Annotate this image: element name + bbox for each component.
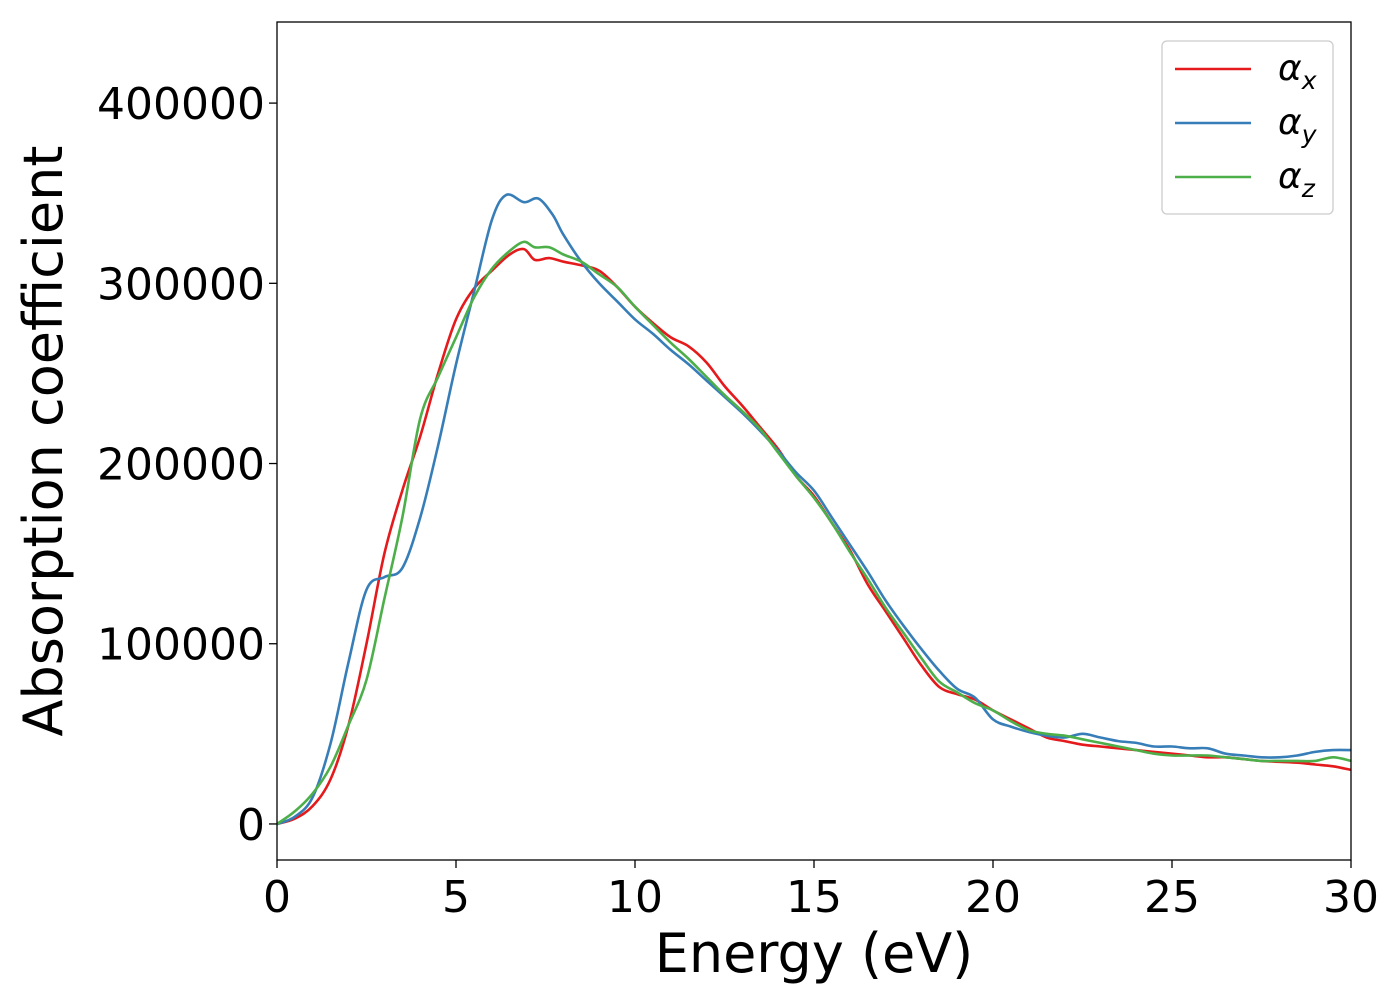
legend-box	[1161, 40, 1334, 215]
legend-label-alpha-x: αx	[1278, 48, 1317, 95]
y-tick-label: 200000	[97, 440, 265, 491]
x-tick-label: 30	[1323, 872, 1379, 923]
series-layer	[277, 193, 1351, 826]
y-axis: 0 100000 200000 300000 400000	[97, 79, 277, 851]
x-tick-label: 25	[1144, 872, 1200, 923]
y-tick-label: 0	[237, 800, 265, 851]
x-axis-title: Energy (eV)	[655, 922, 974, 985]
y-tick-label: 300000	[97, 259, 265, 310]
x-tick-label: 20	[965, 872, 1021, 923]
legend: αx αy αz	[1161, 40, 1334, 215]
y-axis-title: Absorption coefficient	[12, 146, 75, 737]
x-tick-label: 5	[442, 872, 470, 923]
series-line-alpha-y	[277, 193, 1351, 826]
x-tick-label: 10	[607, 872, 663, 923]
series-line-alpha-z	[277, 240, 1351, 826]
x-tick-label: 15	[786, 872, 842, 923]
y-tick-label: 400000	[97, 79, 265, 130]
x-tick-label: 0	[263, 872, 291, 923]
x-axis: 0 5 10 15 20 25 30	[263, 860, 1379, 923]
legend-label-alpha-y: αy	[1278, 102, 1318, 149]
y-tick-label: 100000	[97, 620, 265, 671]
legend-label-alpha-z: αz	[1278, 156, 1316, 203]
series-line-alpha-x	[277, 247, 1351, 826]
